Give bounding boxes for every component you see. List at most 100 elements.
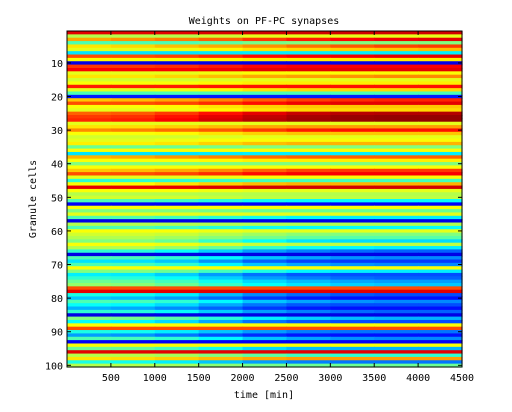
heatmap-cell: [374, 209, 419, 214]
heatmap-cell: [418, 256, 463, 261]
heatmap-cell: [110, 276, 156, 281]
heatmap-cell: [110, 128, 156, 133]
heatmap-cell: [110, 279, 156, 284]
heatmap-cell: [242, 323, 288, 328]
heatmap-cell: [242, 283, 288, 287]
heatmap-cell: [198, 135, 244, 140]
heatmap-cell: [110, 356, 156, 361]
y-tick-label: 20: [51, 93, 63, 104]
heatmap-cell: [374, 330, 419, 334]
heatmap-cell: [154, 135, 200, 140]
heatmap-cell: [67, 262, 112, 267]
heatmap-cell: [242, 168, 288, 173]
heatmap-cell: [198, 34, 244, 39]
heatmap-cell: [198, 91, 244, 96]
y-tick-label: 10: [51, 59, 63, 70]
heatmap-cell: [198, 188, 244, 193]
heatmap-cell: [374, 168, 419, 173]
heatmap-cell: [330, 202, 375, 207]
heatmap-cell: [330, 340, 375, 345]
heatmap-cell: [242, 94, 288, 99]
heatmap-cell: [198, 128, 244, 133]
heatmap-cell: [154, 51, 200, 56]
heatmap-cell: [374, 111, 419, 116]
heatmap-cell: [67, 306, 112, 311]
heatmap-cell: [198, 141, 244, 146]
heatmap-cell: [286, 31, 331, 35]
heatmap-cell: [154, 272, 200, 277]
heatmap-cell: [67, 145, 112, 150]
heatmap-cell: [330, 205, 375, 210]
heatmap-cell: [242, 296, 288, 301]
heatmap-cell: [154, 225, 200, 230]
heatmap-cell: [110, 175, 156, 180]
heatmap-cell: [418, 195, 463, 200]
heatmap-cell: [330, 199, 375, 203]
heatmap-cell: [67, 172, 112, 177]
heatmap-cell: [154, 259, 200, 264]
heatmap-cell: [67, 158, 112, 163]
heatmap-cell: [110, 343, 156, 348]
heatmap-cell: [110, 296, 156, 301]
heatmap-cell: [67, 104, 112, 109]
heatmap-cell: [286, 108, 331, 113]
heatmap-cell: [330, 283, 375, 287]
heatmap-cell: [110, 326, 156, 331]
heatmap-cell: [286, 158, 331, 163]
heatmap-cell: [330, 188, 375, 193]
heatmap-cell: [242, 61, 288, 66]
heatmap-cell: [418, 222, 463, 227]
heatmap-cell: [286, 148, 331, 153]
heatmap-cell: [110, 104, 156, 109]
heatmap-cell: [67, 350, 112, 355]
heatmap-cell: [330, 145, 375, 150]
heatmap-cell: [67, 91, 112, 96]
heatmap-cell: [418, 319, 463, 324]
heatmap-cell: [418, 326, 463, 331]
heatmap-cell: [242, 51, 288, 56]
heatmap-cell: [242, 54, 288, 59]
heatmap-cell: [374, 266, 419, 271]
y-tick-label: 90: [51, 328, 63, 339]
heatmap-cell: [67, 333, 112, 338]
heatmap-cell: [67, 289, 112, 294]
heatmap-cell: [110, 202, 156, 207]
heatmap-cell: [330, 246, 375, 250]
heatmap-cell: [418, 202, 463, 207]
heatmap-cell: [154, 31, 200, 35]
heatmap-cell: [242, 128, 288, 133]
heatmap-cell: [154, 178, 200, 183]
heatmap-cell: [67, 340, 112, 345]
heatmap-cell: [330, 31, 375, 35]
heatmap-cell: [330, 64, 375, 69]
heatmap-cell: [154, 188, 200, 193]
heatmap-cell: [110, 346, 156, 351]
heatmap-cell: [154, 309, 200, 314]
heatmap-cell: [330, 323, 375, 328]
heatmap-cell: [330, 326, 375, 331]
heatmap-cell: [330, 215, 375, 220]
heatmap-cell: [330, 269, 375, 274]
x-tick-label: 1000: [143, 373, 167, 384]
heatmap-cell: [242, 37, 288, 42]
heatmap-cell: [242, 356, 288, 361]
heatmap-cell: [110, 118, 156, 123]
heatmap-cell: [418, 192, 463, 197]
heatmap-cell: [154, 88, 200, 93]
heatmap-cell: [242, 316, 288, 321]
heatmap-cell: [330, 309, 375, 314]
heatmap-cell: [110, 44, 156, 49]
heatmap-cell: [242, 289, 288, 294]
heatmap-cell: [418, 309, 463, 314]
heatmap-cell: [198, 54, 244, 59]
heatmap-cell: [286, 111, 331, 116]
heatmap-cell: [242, 306, 288, 311]
heatmap-cell: [110, 98, 156, 103]
heatmap-cell: [67, 31, 112, 35]
heatmap-cell: [67, 259, 112, 264]
heatmap-cell: [154, 235, 200, 240]
heatmap-cell: [67, 67, 112, 72]
heatmap-cell: [286, 222, 331, 227]
heatmap-cell: [110, 155, 156, 160]
heatmap-cell: [110, 158, 156, 163]
